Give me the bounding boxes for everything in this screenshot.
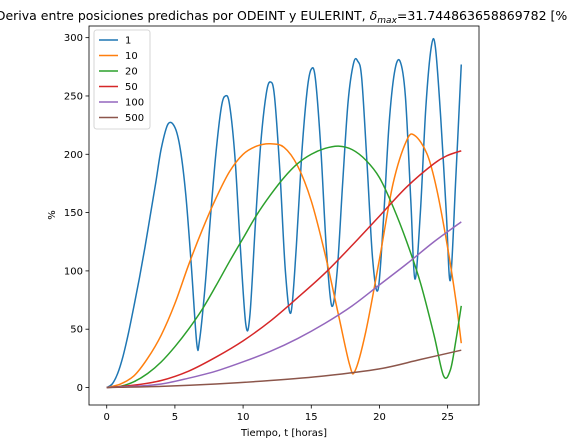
y-tick-label: 250 bbox=[64, 91, 83, 102]
series-line-500 bbox=[106, 349, 462, 389]
legend-label-1: 1 bbox=[125, 36, 131, 47]
y-tick-label: 50 bbox=[70, 325, 83, 336]
x-tick-label: 10 bbox=[237, 412, 250, 423]
series-line-10 bbox=[106, 133, 463, 389]
x-axis-label: Tiempo, t [horas] bbox=[240, 428, 327, 439]
legend-label-10: 10 bbox=[125, 51, 138, 62]
y-tick-label: 150 bbox=[64, 208, 83, 219]
y-tick-label: 300 bbox=[64, 33, 83, 44]
series-line-50 bbox=[106, 150, 462, 389]
y-axis-label: % bbox=[47, 210, 58, 220]
x-tick-label: 0 bbox=[104, 412, 110, 423]
y-tick-label: 0 bbox=[77, 383, 83, 394]
legend-label-50: 50 bbox=[125, 82, 138, 93]
plot-frame bbox=[88, 25, 480, 406]
series-line-100 bbox=[106, 221, 462, 389]
legend-label-20: 20 bbox=[125, 67, 138, 78]
y-tick-label: 100 bbox=[64, 266, 83, 277]
series-line-20 bbox=[106, 145, 463, 389]
y-tick-label: 200 bbox=[64, 150, 83, 161]
x-tick-label: 5 bbox=[172, 412, 178, 423]
legend-label-500: 500 bbox=[125, 113, 144, 124]
series-line-1 bbox=[106, 37, 463, 389]
chart-title: Deriva entre posiciones predichas por OD… bbox=[0, 8, 568, 26]
legend-label-100: 100 bbox=[125, 98, 144, 109]
plot-area bbox=[106, 37, 463, 389]
x-tick-label: 15 bbox=[305, 412, 318, 423]
legend: 1 10 20 50 100 500 bbox=[93, 29, 151, 130]
x-tick-label: 25 bbox=[441, 412, 454, 423]
x-tick-label: 20 bbox=[373, 412, 386, 423]
